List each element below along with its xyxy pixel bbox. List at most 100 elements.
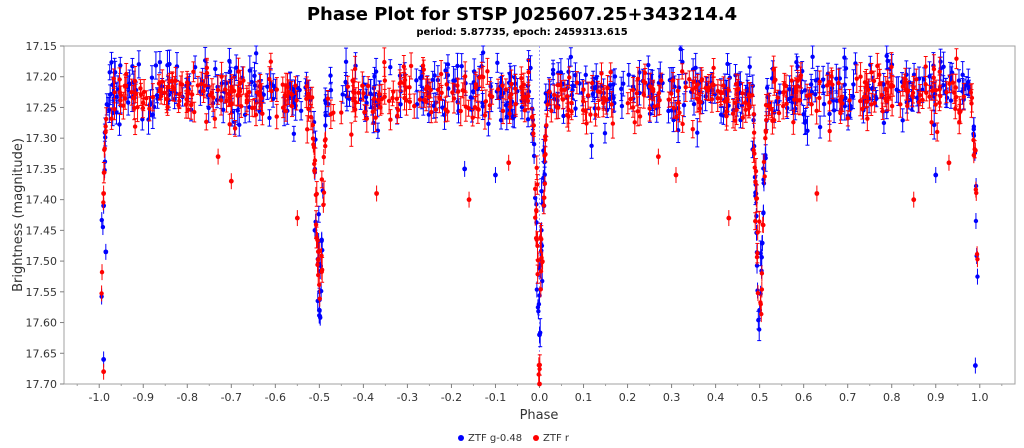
data-point — [747, 64, 752, 69]
data-point — [280, 105, 286, 110]
data-point — [317, 296, 322, 301]
data-point — [133, 91, 138, 96]
data-point — [386, 98, 392, 104]
data-point — [946, 160, 952, 166]
data-point — [730, 111, 736, 116]
data-point — [282, 92, 287, 98]
data-point — [759, 255, 764, 260]
data-point — [531, 153, 537, 159]
data-point — [135, 104, 140, 110]
data-point — [696, 99, 702, 105]
data-point — [352, 66, 358, 72]
data-point — [536, 372, 541, 377]
data-point — [937, 87, 942, 92]
data-point — [495, 60, 500, 66]
x-tick-label: 0.4 — [707, 391, 725, 404]
data-point — [165, 63, 170, 68]
data-point — [872, 100, 877, 106]
data-point — [188, 102, 194, 108]
data-point — [99, 291, 104, 296]
data-point — [111, 76, 116, 81]
data-point — [794, 60, 799, 65]
data-point — [99, 217, 104, 223]
data-point — [417, 97, 423, 102]
data-point — [260, 111, 265, 116]
data-point — [184, 80, 190, 85]
y-tick-label: 17.15 — [26, 40, 58, 53]
data-point — [923, 64, 928, 69]
data-point — [866, 87, 871, 93]
data-point — [360, 83, 365, 88]
data-point — [535, 182, 540, 187]
data-point — [321, 202, 326, 208]
data-point — [267, 115, 272, 121]
data-point — [538, 269, 544, 274]
data-point — [610, 121, 616, 126]
data-point — [771, 117, 777, 123]
data-point — [845, 116, 851, 121]
y-tick-label: 17.30 — [26, 132, 58, 145]
chart-title: Phase Plot for STSP J025607.25+343214.4 — [307, 4, 737, 25]
data-point — [356, 90, 361, 95]
data-point — [775, 95, 780, 100]
data-point — [468, 95, 473, 100]
data-point — [431, 103, 437, 108]
data-point — [165, 104, 170, 110]
data-point — [938, 59, 943, 64]
data-point — [914, 77, 919, 82]
data-point — [971, 124, 977, 129]
data-point — [791, 120, 796, 125]
data-point — [858, 74, 863, 79]
data-point — [254, 90, 260, 95]
data-point — [875, 63, 880, 69]
data-point — [144, 95, 149, 101]
y-tick-label: 17.60 — [26, 317, 58, 330]
data-point — [883, 86, 888, 92]
data-point — [310, 122, 315, 128]
data-point — [540, 259, 545, 264]
data-point — [526, 69, 531, 75]
data-point — [280, 82, 285, 87]
data-point — [140, 105, 146, 111]
data-point — [621, 81, 626, 86]
data-point — [321, 154, 326, 160]
data-point — [558, 82, 563, 88]
data-point — [388, 64, 393, 70]
data-point — [297, 87, 302, 93]
data-point — [601, 95, 606, 101]
data-point — [740, 91, 745, 96]
data-point — [118, 63, 123, 68]
data-point — [802, 120, 808, 125]
data-point — [637, 114, 643, 119]
data-point — [683, 85, 688, 90]
data-point — [323, 137, 328, 142]
data-point — [569, 109, 574, 114]
data-point — [140, 117, 145, 122]
data-point — [450, 90, 455, 95]
data-point — [99, 269, 105, 275]
data-point — [374, 191, 379, 196]
data-point — [550, 67, 556, 73]
data-point — [827, 128, 832, 134]
data-point — [690, 126, 695, 132]
data-point — [191, 69, 196, 75]
data-point — [382, 59, 387, 65]
data-point — [761, 222, 766, 228]
data-point — [834, 76, 839, 81]
data-point — [235, 108, 240, 113]
data-point — [757, 219, 762, 224]
data-point — [199, 81, 204, 87]
data-point — [814, 191, 820, 196]
chart-subtitle: period: 5.87735, epoch: 2459313.615 — [416, 27, 627, 38]
data-point — [525, 117, 531, 122]
data-point — [910, 93, 915, 99]
data-point — [388, 117, 393, 122]
legend: ZTF g-0.48 ZTF r — [458, 433, 570, 444]
data-point — [398, 79, 403, 85]
data-point — [809, 102, 814, 107]
data-point — [584, 121, 589, 126]
data-point — [349, 132, 354, 137]
data-point — [227, 69, 233, 74]
x-tick-label: -0.3 — [397, 391, 418, 404]
data-point — [929, 88, 935, 93]
